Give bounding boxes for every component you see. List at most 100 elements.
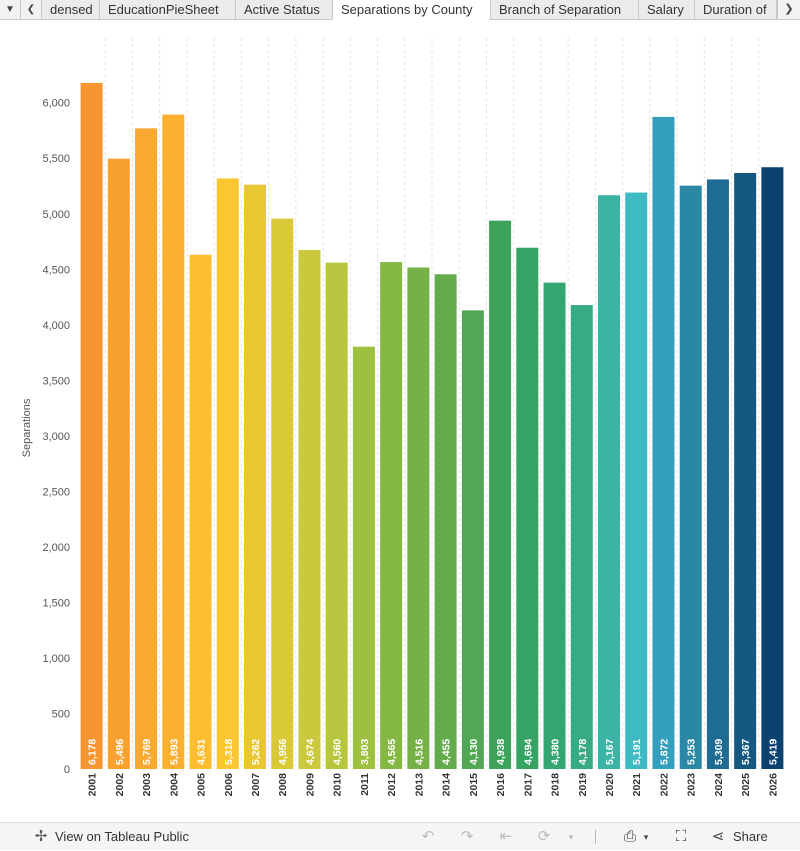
download-icon[interactable]: ⎙ [623,828,636,845]
bar-value-label: 5,769 [141,739,153,765]
bar-value-label: 4,516 [413,739,425,765]
bar[interactable] [80,82,103,769]
tableau-logo-icon: ✢ [34,828,48,845]
x-tick-label: 2008 [277,773,289,797]
x-tick-label: 2023 [686,773,698,797]
bar[interactable] [461,310,484,769]
bar-value-label: 5,893 [168,739,180,765]
caret-down-icon: ▼ [5,4,15,15]
x-tick-label: 2007 [250,773,262,797]
bar[interactable] [135,128,158,769]
x-tick-label: 2019 [577,773,589,797]
y-tick-label: 1,500 [42,597,70,609]
tab-separations-by-county[interactable]: Separations by County [333,0,491,20]
bar[interactable] [352,346,375,769]
bar[interactable] [162,114,185,770]
x-tick-label: 2012 [386,773,398,797]
bar-value-label: 5,496 [114,739,126,765]
share-label: Share [733,829,768,844]
x-tick-label: 2024 [713,773,725,797]
bar[interactable] [325,262,348,769]
x-tick-label: 2006 [223,773,235,797]
bar-value-label: 4,694 [522,739,534,765]
bar[interactable] [298,249,321,770]
bar[interactable] [598,195,620,769]
redo-icon[interactable]: ↷ [460,828,474,845]
bar-value-label: 5,167 [604,739,616,765]
bar[interactable] [734,172,757,770]
x-tick-label: 2014 [441,773,453,797]
bar[interactable] [543,282,566,769]
tab-scroll-right[interactable]: ❯ [777,0,800,19]
tab-branch-of-separation[interactable]: Branch of Separation [491,0,639,19]
y-tick-label: 2,000 [42,542,70,554]
bar[interactable] [271,218,294,769]
bar-value-label: 4,560 [332,739,344,765]
bar-value-label: 5,419 [767,739,779,765]
view-on-tableau-public-label: View on Tableau Public [55,829,189,844]
bar[interactable] [107,158,130,770]
x-tick-label: 2025 [740,773,752,797]
bar[interactable] [216,178,239,769]
y-axis-title: Separations [21,398,33,457]
x-tick-label: 2020 [604,773,616,797]
chevron-left-icon: ❮ [26,4,36,15]
bar-value-label: 5,872 [658,739,670,765]
bar[interactable] [679,185,702,769]
download-caret-icon[interactable]: ▾ [643,832,649,842]
refresh-options-caret-icon[interactable]: ▾ [568,832,574,842]
x-tick-label: 2003 [141,773,153,797]
bar-value-label: 4,674 [304,739,316,765]
bar-value-label: 5,367 [740,739,752,765]
bar[interactable] [407,267,430,769]
fullscreen-icon[interactable]: ⛶ [675,828,687,845]
bar[interactable] [489,220,512,769]
tab-scroll-left[interactable]: ❮ [21,0,42,19]
bar[interactable] [516,247,539,769]
bar[interactable] [570,305,593,769]
bar-value-label: 6,178 [87,739,99,765]
x-tick-label: 2016 [495,773,507,797]
refresh-icon[interactable]: ⟳ [537,828,551,845]
bar[interactable] [189,254,212,770]
tab-duration-of[interactable]: Duration of [695,0,777,19]
tab-education-pie-sheet[interactable]: EducationPieSheet [100,0,236,19]
x-tick-label: 2004 [168,773,180,797]
tab-condensed[interactable]: densed [42,0,100,19]
x-tick-label: 2002 [114,773,126,797]
x-tick-label: 2013 [413,773,425,797]
sheet-tab-bar: ▼ ❮ densed EducationPieSheet Active Stat… [0,0,800,20]
chevron-right-icon: ❯ [784,3,794,15]
bar-value-label: 4,455 [441,739,453,765]
x-tick-label: 2005 [196,773,208,797]
undo-icon[interactable]: ↶ [421,828,435,845]
x-tick-label: 2011 [359,773,371,796]
bar[interactable] [625,192,648,770]
y-tick-label: 1,000 [42,653,70,665]
tab-menu-dropdown[interactable]: ▼ [0,0,21,19]
bar[interactable] [706,179,729,769]
bar-value-label: 4,956 [277,739,289,765]
revert-icon[interactable]: ⇤ [499,828,513,845]
bar[interactable] [761,167,784,770]
bar-value-label: 4,380 [550,739,562,765]
x-tick-label: 2010 [332,773,344,797]
tab-active-status[interactable]: Active Status [236,0,333,19]
y-tick-label: 500 [52,708,70,720]
bar-value-label: 4,130 [468,739,480,765]
bar[interactable] [652,116,675,769]
bar-value-label: 5,309 [713,739,725,765]
y-tick-label: 3,000 [42,431,70,443]
tableau-toolbar: ✢ View on Tableau Public ↶ ↷ ⇤ ⟳ ▾ ⎙ ▾ ⛶… [0,822,800,850]
bar-value-label: 5,262 [250,739,262,765]
x-tick-label: 2026 [767,773,779,797]
bar-value-label: 5,253 [686,739,698,765]
bar[interactable] [244,184,266,769]
y-tick-label: 5,500 [42,153,70,165]
bar-value-label: 3,803 [359,739,371,765]
x-tick-label: 2009 [304,773,316,797]
bar[interactable] [380,262,403,769]
x-tick-label: 2021 [631,773,643,797]
tab-salary[interactable]: Salary [639,0,695,19]
bar[interactable] [434,274,457,769]
